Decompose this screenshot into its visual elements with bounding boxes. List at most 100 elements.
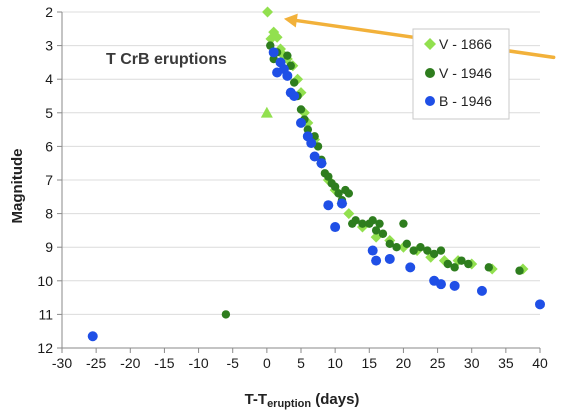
legend-label-v1946: V - 1946 xyxy=(439,65,492,81)
y-tick-label: 8 xyxy=(45,206,53,222)
point-v1946 xyxy=(385,239,394,249)
legend: V - 1866 V - 1946 B - 1946 xyxy=(412,28,510,120)
data-points xyxy=(87,6,545,342)
y-axis-label: Magnitude xyxy=(9,149,26,224)
point-v1946 xyxy=(409,246,418,255)
point-v1946 xyxy=(443,259,453,269)
point-b1946 xyxy=(367,245,378,256)
point-v1946 xyxy=(344,189,353,198)
y-tick-label: 3 xyxy=(45,38,53,54)
y-tick-label: 7 xyxy=(45,172,53,188)
x-tick-label: 15 xyxy=(361,355,377,371)
point-v1946 xyxy=(371,226,381,235)
point-v1946 xyxy=(399,219,408,228)
x-tick-label: -30 xyxy=(52,355,72,371)
legend-marker-v1946 xyxy=(425,68,435,78)
y-tick-label: 12 xyxy=(37,340,53,356)
x-axis-label-prefix: T-T xyxy=(245,391,268,408)
legend-marker-v1866 xyxy=(424,38,436,50)
x-tick-labels: -30 -25 -20 -15 -10 -5 0 5 10 15 20 25 30 35 40 xyxy=(52,355,548,371)
point-v1866 xyxy=(271,31,283,43)
point-b1946 xyxy=(330,222,341,233)
legend-item-v1866: V - 1866 xyxy=(424,36,492,52)
point-v1866 xyxy=(343,208,355,220)
point-v1946 xyxy=(283,51,292,60)
point-b1946 xyxy=(405,262,416,273)
x-tick-label: 35 xyxy=(498,355,514,371)
y-tick-label: 9 xyxy=(45,239,53,255)
point-v1946 xyxy=(416,243,425,252)
point-b1946 xyxy=(323,200,334,211)
point-b1946 xyxy=(268,47,279,58)
y-tick-label: 6 xyxy=(45,138,53,154)
x-axis-label: T-Teruption (days) xyxy=(245,391,360,410)
x-tick-label: -5 xyxy=(226,355,239,371)
point-v1946 xyxy=(392,243,401,252)
point-b1946 xyxy=(384,253,395,264)
point-v1866 xyxy=(262,6,274,18)
y-tick-label: 10 xyxy=(37,273,53,289)
point-b1946 xyxy=(309,151,320,162)
point-v1946 xyxy=(351,216,360,225)
axes xyxy=(57,11,541,353)
point-v1946 xyxy=(324,172,333,181)
point-v1946 xyxy=(464,259,473,269)
point-v1946 xyxy=(402,239,412,249)
point-b1946 xyxy=(87,331,98,342)
x-tick-label: -15 xyxy=(154,355,174,371)
point-b1946 xyxy=(435,279,446,290)
legend-item-v1946: V - 1946 xyxy=(425,65,492,81)
y-tick-labels: 2 3 4 5 6 7 8 9 10 11 12 xyxy=(37,4,53,356)
x-tick-label: -20 xyxy=(120,355,140,371)
point-b1946 xyxy=(289,91,300,101)
point-b1946 xyxy=(306,138,317,149)
point-v1946 xyxy=(515,266,524,275)
point-v1946 xyxy=(289,78,299,87)
legend-label-v1866: V - 1866 xyxy=(439,36,492,52)
point-v1946 xyxy=(429,249,439,259)
x-tick-label: 5 xyxy=(297,355,305,371)
point-v1946 xyxy=(378,229,388,238)
x-tick-label: 10 xyxy=(327,355,343,371)
point-b1946 xyxy=(449,280,460,291)
x-axis-label-suffix: (days) xyxy=(311,391,359,408)
legend-item-b1946: B - 1946 xyxy=(425,93,492,109)
point-b1946 xyxy=(371,255,382,266)
point-v1866-triangle xyxy=(260,106,273,118)
point-v1946 xyxy=(484,263,493,272)
point-v1946 xyxy=(303,125,313,134)
y-tick-label: 4 xyxy=(45,71,53,87)
point-v1946 xyxy=(436,246,446,255)
chart-title: T CrB eruptions xyxy=(106,51,227,68)
legend-label-b1946: B - 1946 xyxy=(439,93,492,109)
x-axis-label-subscript: eruption xyxy=(267,398,311,410)
point-b1946 xyxy=(282,70,293,81)
point-b1946 xyxy=(476,285,487,296)
point-b1946 xyxy=(316,158,327,169)
point-v1946 xyxy=(423,246,432,255)
point-v1946 xyxy=(375,219,384,228)
y-tick-label: 11 xyxy=(38,306,53,322)
arrow-head xyxy=(283,13,298,28)
x-tick-label: -25 xyxy=(86,355,106,371)
point-v1946 xyxy=(334,189,343,198)
x-tick-label: 20 xyxy=(396,355,412,371)
y-tick-label: 5 xyxy=(45,105,53,121)
x-tick-label: -10 xyxy=(188,355,208,371)
point-v1946 xyxy=(358,219,367,228)
point-b1946 xyxy=(296,117,306,128)
x-tick-label: 40 xyxy=(532,355,548,371)
point-v1946 xyxy=(457,256,466,265)
x-tick-label: 25 xyxy=(430,355,446,371)
x-tick-label: 30 xyxy=(464,355,480,371)
y-tick-label: 2 xyxy=(45,4,53,20)
point-v1946 xyxy=(450,263,459,272)
point-b1946 xyxy=(336,198,347,209)
point-b1946 xyxy=(535,299,545,310)
point-v1946 xyxy=(330,182,340,191)
legend-marker-b1946 xyxy=(425,96,435,106)
point-v1946 xyxy=(368,216,377,225)
x-tick-label: 0 xyxy=(263,355,271,371)
point-v1946 xyxy=(296,105,306,114)
